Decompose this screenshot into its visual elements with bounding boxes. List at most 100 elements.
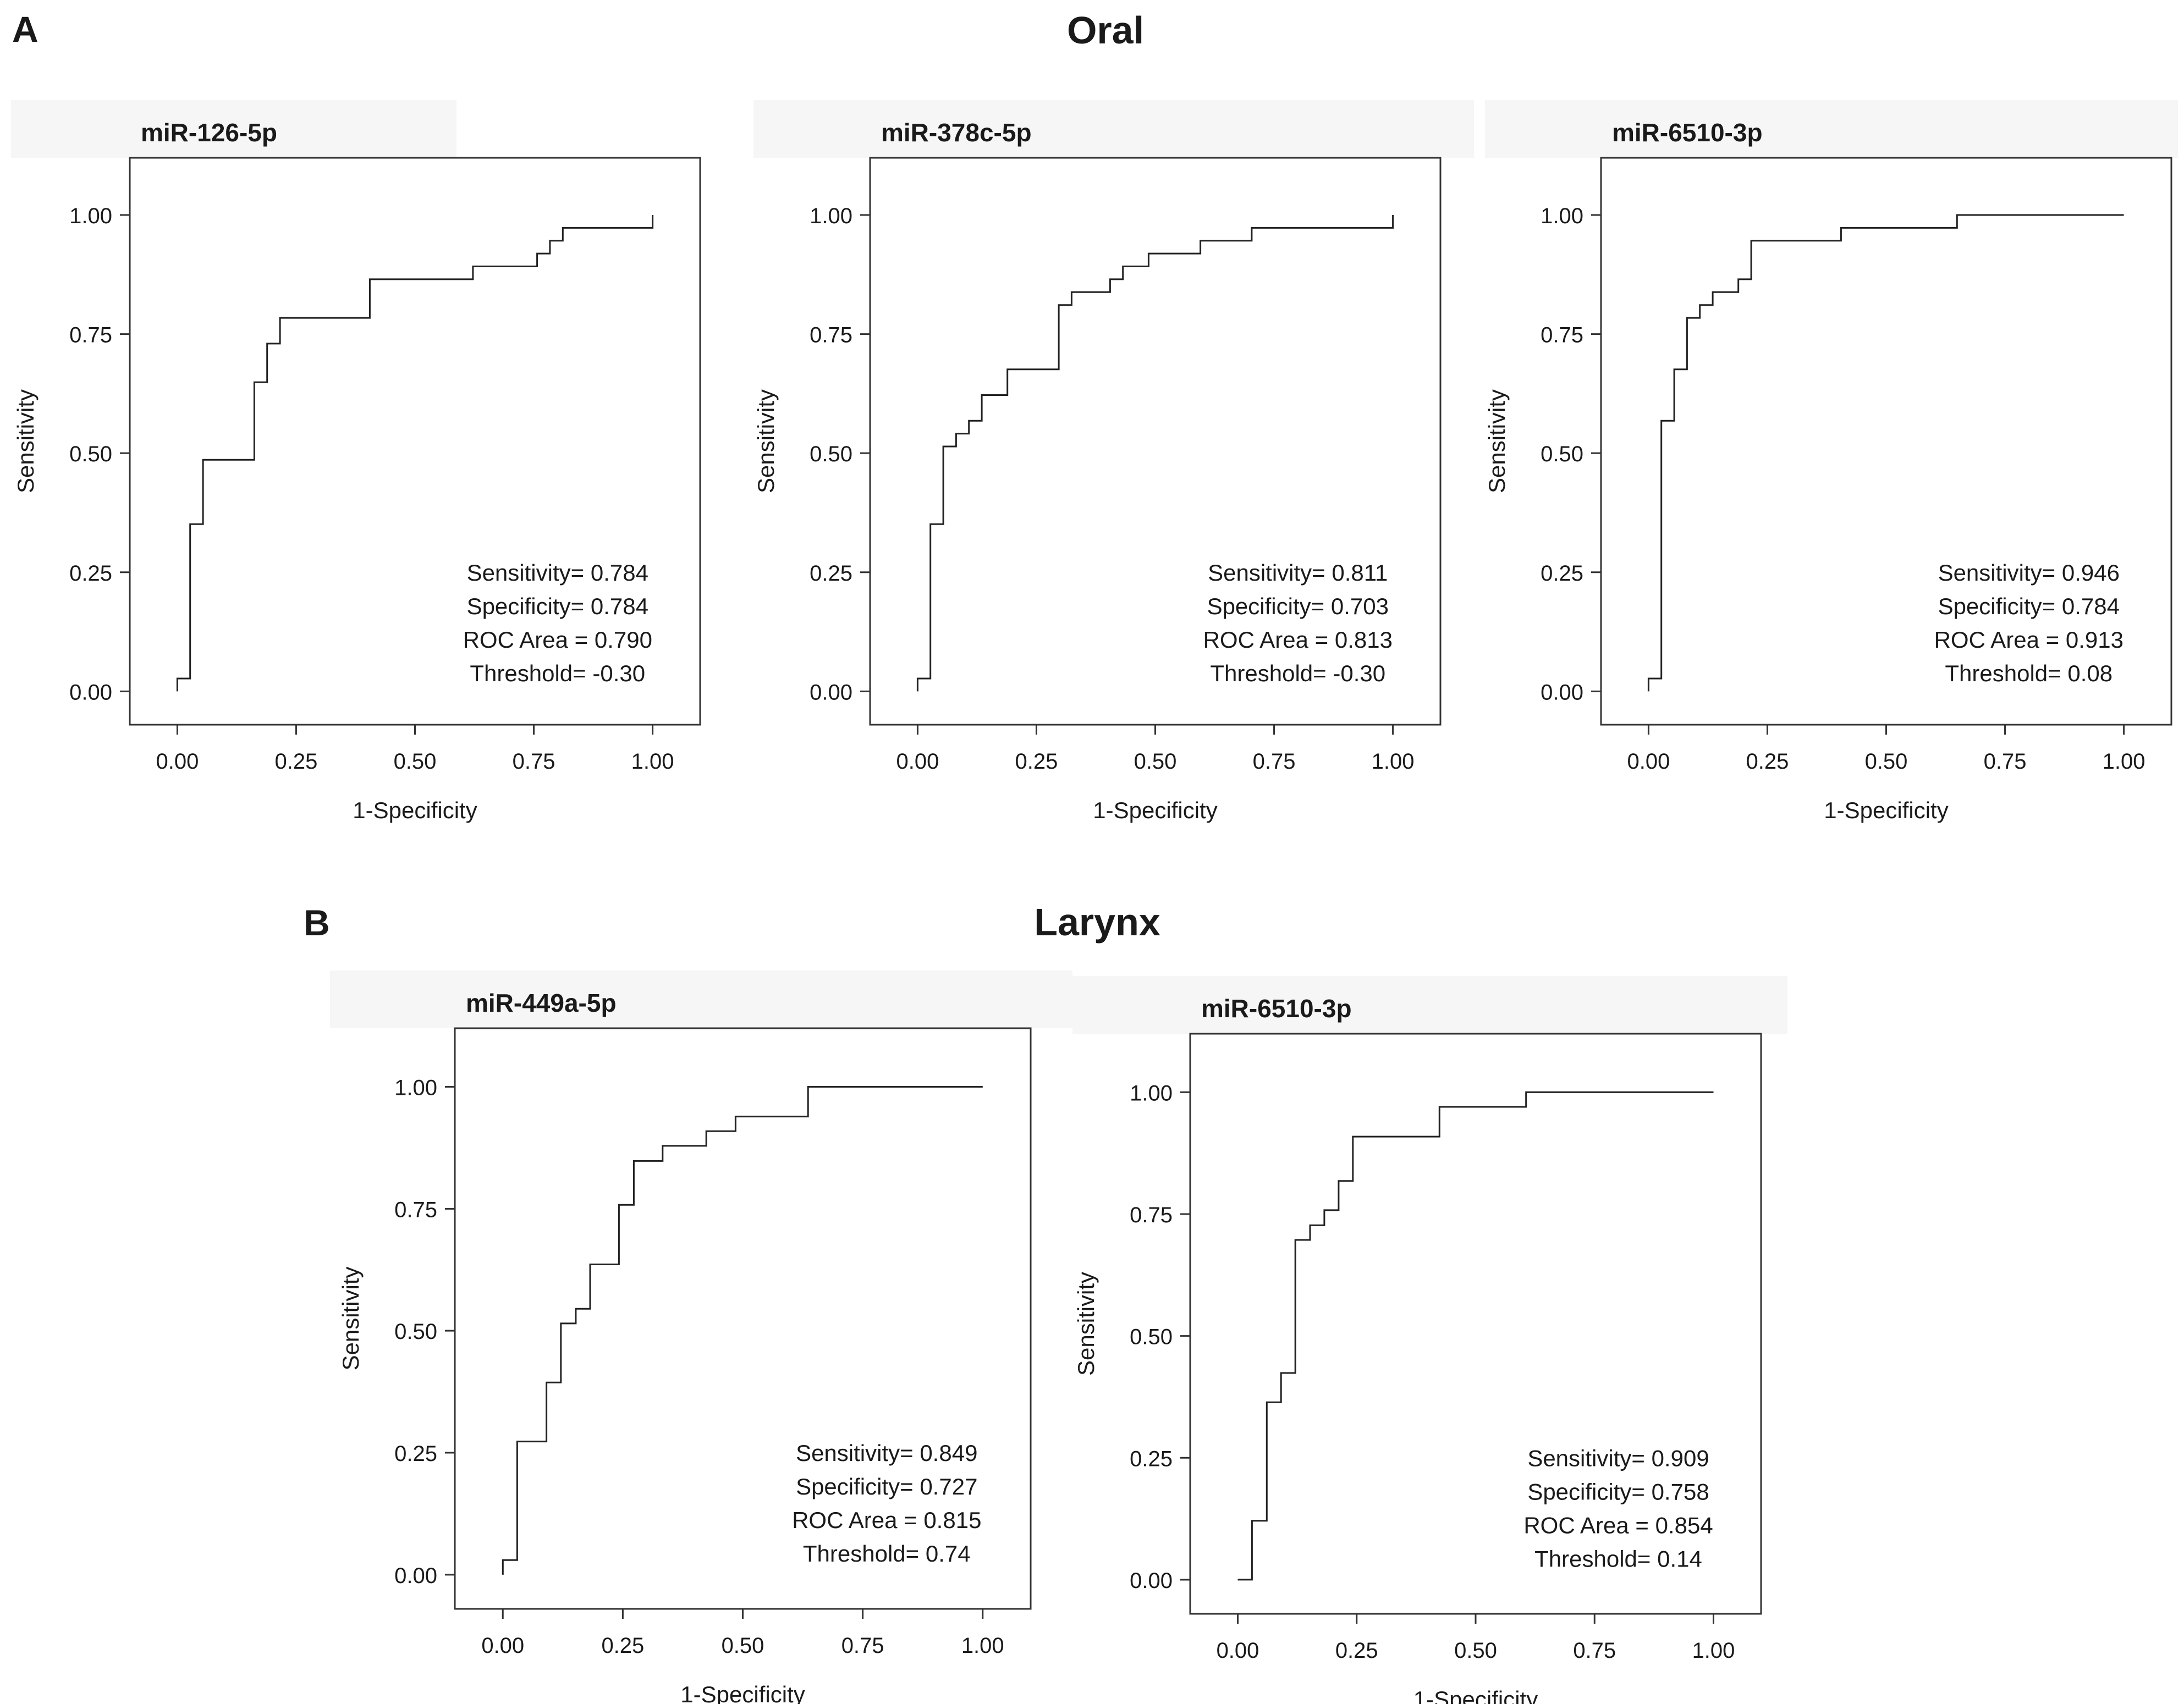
stats-line: ROC Area = 0.815: [792, 1507, 981, 1533]
panel-a-label: A: [12, 9, 38, 49]
x-tick-label: 0.75: [513, 749, 555, 774]
y-tick-label: 1.00: [810, 204, 852, 228]
stats-line: Sensitivity= 0.849: [796, 1440, 977, 1466]
x-tick-label: 0.75: [1984, 749, 2027, 774]
roc-curve: [502, 1086, 983, 1575]
chart-title: miR-6510-3p: [1612, 118, 1763, 147]
y-tick-label: 0.50: [69, 442, 112, 466]
y-tick-label: 1.00: [394, 1076, 437, 1100]
y-tick-label: 0.50: [1541, 442, 1583, 466]
y-tick-label: 1.00: [1541, 204, 1583, 228]
x-tick-label: 0.50: [722, 1634, 764, 1658]
roc-curve: [1647, 214, 2124, 692]
roc-curve: [176, 215, 654, 692]
roc-curve: [916, 215, 1394, 692]
x-tick-label: 1.00: [1692, 1639, 1735, 1663]
x-axis-label: 1-Specificity: [680, 1681, 805, 1704]
y-tick-label: 0.75: [69, 323, 112, 348]
roc-chart-5: miR-6510-3p 0.00 0.25 0.50 0.75 1.00 0.00 0.25 0…: [1072, 976, 1787, 1704]
y-tick-label: 0.75: [810, 323, 852, 348]
y-tick-label: 0.50: [810, 442, 852, 466]
y-tick-label: 0.25: [69, 561, 112, 586]
roc-chart-3: miR-6510-3p 0.00 0.25 0.50 0.75 1.00 0.00 0.25 0…: [1484, 100, 2178, 823]
stats-line: Specificity= 0.703: [1207, 593, 1389, 619]
x-tick-label: 0.25: [1746, 749, 1789, 774]
chart-header-band: [1072, 976, 1787, 1034]
x-tick-label: 1.00: [961, 1634, 1004, 1658]
stats-line: ROC Area = 0.854: [1523, 1512, 1713, 1538]
stats-line: Sensitivity= 0.946: [1938, 560, 2120, 586]
section-a-title: Oral: [1066, 9, 1145, 52]
x-tick-label: 0.00: [481, 1634, 524, 1658]
y-tick-label: 0.00: [1130, 1569, 1173, 1593]
chart-title: miR-378c-5p: [881, 118, 1032, 147]
x-tick-label: 0.25: [1015, 749, 1058, 774]
stats-line: Threshold= -0.30: [470, 660, 645, 686]
x-tick-label: 0.00: [896, 749, 939, 774]
stats-line: Specificity= 0.727: [796, 1474, 977, 1499]
x-tick-label: 0.50: [1134, 749, 1177, 774]
y-tick-label: 0.25: [1130, 1447, 1173, 1471]
x-tick-label: 0.50: [394, 749, 437, 774]
stats-line: Threshold= 0.08: [1945, 660, 2113, 686]
x-tick-label: 1.00: [631, 749, 674, 774]
roc-curve: [1237, 1091, 1714, 1581]
stats-line: Specificity= 0.784: [1938, 593, 2120, 619]
stats-line: ROC Area = 0.813: [1203, 627, 1393, 653]
x-tick-label: 0.50: [1454, 1639, 1497, 1663]
chart-title: miR-449a-5p: [466, 989, 617, 1017]
stats-line: Sensitivity= 0.784: [467, 560, 648, 586]
stats-line: ROC Area = 0.790: [463, 627, 652, 653]
x-tick-label: 0.25: [601, 1634, 644, 1658]
y-tick-label: 0.50: [394, 1320, 437, 1344]
y-tick-label: 0.25: [1541, 561, 1583, 586]
stats-line: Threshold= 0.74: [803, 1541, 971, 1567]
x-axis-label: 1-Specificity: [1413, 1686, 1538, 1704]
section-b-title: Larynx: [1034, 901, 1160, 944]
x-axis-label: 1-Specificity: [1093, 797, 1217, 823]
x-tick-label: 0.75: [841, 1634, 884, 1658]
y-tick-label: 0.25: [810, 561, 852, 586]
roc-chart-1: miR-126-5p 0.00 0.25 0.50 0.75 1.00 0.00 0.25 0.…: [11, 100, 701, 823]
y-axis-label: Sensitivity: [1484, 389, 1510, 493]
x-tick-label: 0.50: [1865, 749, 1908, 774]
y-tick-label: 0.25: [394, 1442, 437, 1466]
chart-header-band: [11, 100, 456, 158]
chart-header-band: [330, 970, 1072, 1028]
chart-title: miR-126-5p: [141, 118, 277, 147]
x-tick-label: 0.00: [1217, 1639, 1259, 1663]
stats-line: Sensitivity= 0.909: [1527, 1445, 1709, 1471]
y-tick-label: 1.00: [69, 204, 112, 228]
panel-b-label: B: [304, 902, 330, 943]
chart-header-band: [1485, 100, 2178, 158]
x-axis-label: 1-Specificity: [1824, 797, 1948, 823]
y-tick-label: 0.00: [394, 1564, 437, 1588]
stats-line: Threshold= -0.30: [1210, 660, 1385, 686]
x-axis-label: 1-Specificity: [353, 797, 477, 823]
y-tick-label: 0.75: [1541, 323, 1583, 348]
chart-title: miR-6510-3p: [1201, 994, 1352, 1023]
stats-line: Specificity= 0.758: [1527, 1479, 1709, 1504]
y-tick-label: 0.00: [69, 680, 112, 704]
y-tick-label: 0.00: [810, 680, 852, 704]
x-tick-label: 0.00: [1627, 749, 1670, 774]
x-tick-label: 0.25: [1335, 1639, 1378, 1663]
stats-line: Specificity= 0.784: [467, 593, 648, 619]
y-axis-label: Sensitivity: [338, 1266, 364, 1370]
y-axis-label: Sensitivity: [13, 389, 38, 493]
y-tick-label: 0.50: [1130, 1325, 1173, 1349]
roc-chart-2: miR-378c-5p 0.00 0.25 0.50 0.75 1.00 0.00 0.25 0…: [753, 100, 1474, 823]
y-tick-label: 0.75: [394, 1198, 437, 1222]
stats-line: ROC Area = 0.913: [1934, 627, 2124, 653]
y-axis-label: Sensitivity: [1073, 1272, 1099, 1376]
x-tick-label: 0.25: [275, 749, 318, 774]
x-tick-label: 1.00: [2103, 749, 2146, 774]
stats-line: Sensitivity= 0.811: [1208, 560, 1388, 586]
chart-header-band: [753, 100, 1474, 158]
x-tick-label: 0.00: [156, 749, 199, 774]
x-tick-label: 0.75: [1573, 1639, 1616, 1663]
roc-chart-4: miR-449a-5p 0.00 0.25 0.50 0.75 1.00 0.00 0.25 0…: [330, 970, 1072, 1704]
y-tick-label: 0.75: [1130, 1203, 1173, 1227]
x-tick-label: 0.75: [1253, 749, 1296, 774]
